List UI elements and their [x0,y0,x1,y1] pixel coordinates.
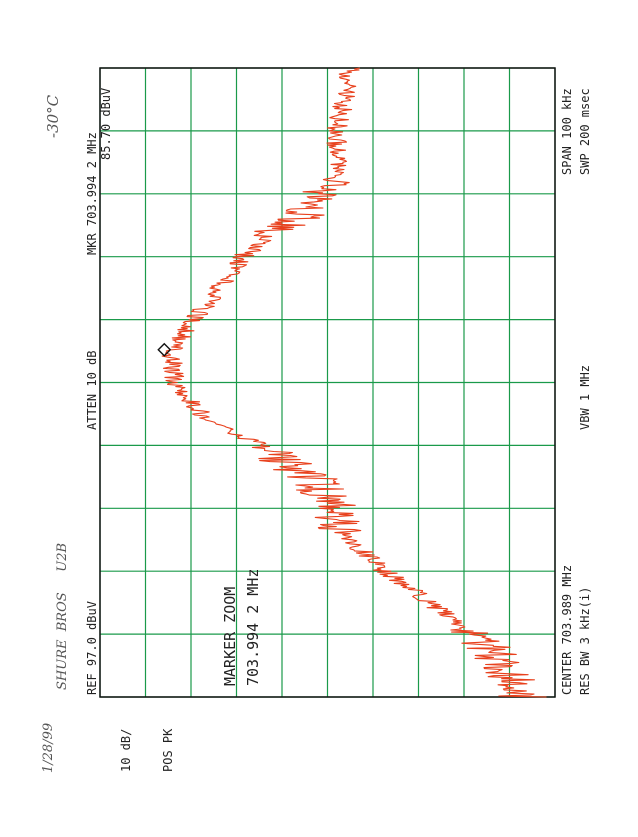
marker-level: 85.70 dBuV [99,88,113,160]
plot-frame [99,67,556,698]
attenuation-label: ATTEN 10 dB [85,351,99,430]
sweep-time-label: SWP 200 msec [578,88,592,175]
marker-readout: MKR 703.994 2 MHz [85,132,99,255]
ref-level-label: REF 97.0 dBuV [85,601,99,695]
marker-zoom-frequency: 703.994 2 MHz [244,569,262,686]
resolution-bandwidth-label: RES BW 3 kHz(i) [578,587,592,695]
detector-label: POS PK [161,728,175,772]
graticule [99,67,556,698]
spectrum-trace [161,67,547,698]
handwritten-device-note: SHURE BROS U2B [55,543,70,690]
scale-label: 10 dB/ [119,729,133,772]
center-frequency-label: CENTER 703.989 MHz [560,565,574,695]
trace-line [161,67,547,698]
handwritten-date: 1/28/99 [41,723,56,773]
marker-zoom-title: MARKER ZOOM [221,587,239,686]
video-bandwidth-label: VBW 1 MHz [578,365,592,430]
handwritten-temperature: -30°C [44,94,62,138]
marker-diamond [157,342,172,357]
span-label: SPAN 100 kHz [560,88,574,175]
